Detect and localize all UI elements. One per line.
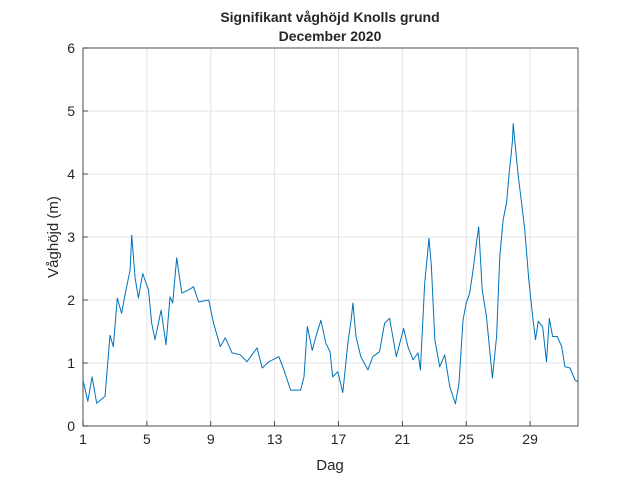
y-tick-label: 4 [67, 166, 75, 182]
x-axis-label: Dag [316, 457, 344, 474]
x-tick-label: 1 [79, 431, 87, 447]
x-tick-label: 17 [331, 431, 347, 447]
x-tick-label: 5 [143, 431, 151, 447]
chart-title: Signifikant våghöjd Knolls grund [220, 9, 439, 25]
y-tick-label: 5 [67, 103, 75, 119]
wave-height-series-line [82, 123, 579, 405]
x-tick-label: 29 [522, 431, 538, 447]
y-tick-label: 6 [67, 40, 75, 56]
x-tick-label: 25 [458, 431, 474, 447]
y-tick-label: 0 [67, 418, 75, 434]
y-tick-label: 1 [67, 355, 75, 371]
x-tick-label: 13 [267, 431, 283, 447]
x-tick-label: 21 [395, 431, 411, 447]
grid-lines [82, 47, 578, 427]
y-tick-label: 2 [67, 292, 75, 308]
y-axis-label: Våghöjd (m) [45, 196, 62, 278]
x-tick-label: 9 [207, 431, 215, 447]
chart-subtitle: December 2020 [279, 28, 382, 44]
y-tick-label: 3 [67, 229, 75, 245]
